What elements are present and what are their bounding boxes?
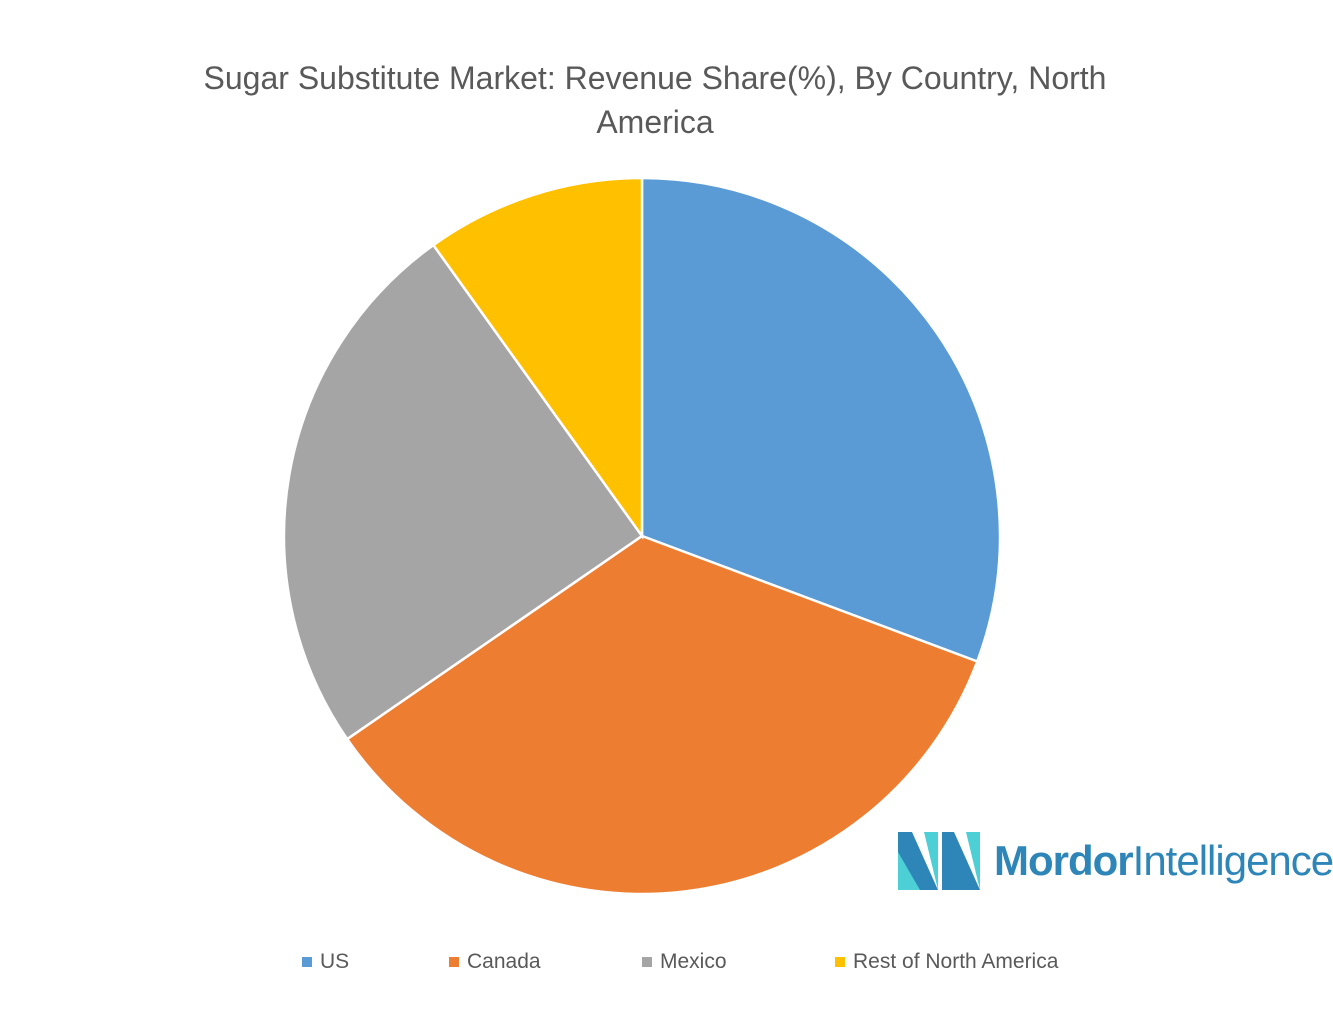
legend-swatch	[302, 957, 312, 967]
legend-label: Mexico	[660, 950, 727, 973]
pie-slice-rest-of-north-america	[431, 176, 644, 540]
legend-swatch	[449, 957, 459, 967]
pie-slice-canada	[345, 534, 979, 896]
legend-item: US	[302, 950, 349, 974]
logo-text-bold: Mordor	[994, 837, 1134, 884]
legend-item: Rest of North America	[835, 950, 1058, 974]
legend-label: US	[320, 950, 350, 973]
logo-icon	[898, 832, 980, 890]
legend-item: Mexico	[642, 950, 727, 974]
legend-item: Canada	[449, 950, 541, 974]
logo-text-light: Intelligence	[1132, 837, 1333, 884]
pie-slice-mexico	[282, 243, 644, 741]
legend-swatch	[642, 957, 652, 967]
legend-swatch	[835, 957, 845, 967]
legend-label: Rest of North America	[853, 950, 1059, 973]
legend: US Canada Mexico Rest of North America	[0, 950, 1333, 980]
pie-slice-us	[640, 176, 1002, 664]
mordor-intelligence-logo: MordorIntelligence	[898, 832, 1333, 890]
chart-title: Sugar Substitute Market: Revenue Share(%…	[203, 60, 1107, 140]
legend-label: Canada	[467, 950, 541, 973]
